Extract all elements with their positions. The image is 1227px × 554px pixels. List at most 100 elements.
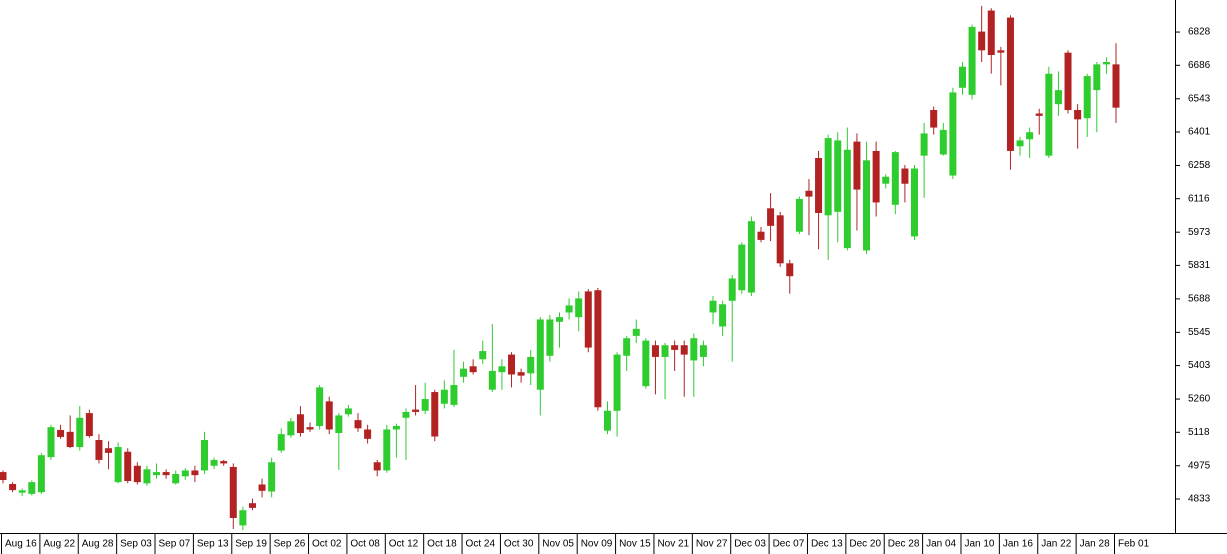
candle-body [517,372,525,376]
candle-body [1112,64,1120,108]
candle-body [1045,73,1053,156]
y-tick-label: 5260 [1188,394,1211,405]
y-tick-label: 5688 [1188,294,1211,305]
x-tick-label: Nov 27 [696,539,728,550]
x-tick-label: Aug 16 [5,539,37,550]
candle-body [661,345,669,357]
candle-body [1102,62,1110,65]
candle-body [863,160,871,251]
x-tick-label: Oct 02 [312,539,342,550]
candle-body [316,387,324,426]
candle-body [364,429,372,439]
candle-body [1035,113,1043,116]
x-tick-label: Dec 03 [734,539,766,550]
candle-body [556,317,563,322]
x-tick-label: Dec 20 [849,539,881,550]
candle-body [210,459,218,466]
y-tick-label: 5403 [1188,360,1211,371]
candle-body [911,168,919,237]
candle-body [632,328,640,336]
candle-body [728,278,736,301]
candle-body [872,150,880,203]
candle-body [690,338,698,361]
y-tick-label: 6686 [1188,60,1211,71]
candle-body [757,231,765,240]
candle-body [738,244,746,291]
candle-body [229,466,237,518]
x-tick-label: Dec 07 [773,539,805,550]
y-tick-label: 5973 [1188,227,1211,238]
x-tick-label: Jan 10 [964,539,994,550]
x-tick-label: Aug 28 [82,539,114,550]
candle-body [997,50,1005,53]
candle-body [239,510,247,526]
x-tick-label: Dec 13 [811,539,843,550]
candle-body [412,409,420,412]
candle-body [1093,64,1101,91]
candle-body [1006,17,1014,151]
y-tick-label: 6543 [1188,93,1211,104]
candle-body [277,434,285,451]
candle-body [440,389,448,404]
candle-body [901,168,909,184]
candle-body [680,345,688,355]
candle-body [824,138,832,216]
candle-body [344,408,352,415]
candle-body [1016,140,1024,147]
y-tick-label: 5545 [1188,327,1211,338]
candle-body [431,392,439,437]
x-tick-label: Dec 28 [888,539,920,550]
candle-body [143,469,151,484]
candle-body [565,305,573,313]
candle-body [853,141,861,190]
candle-body [9,484,17,491]
candle-body [575,298,583,318]
candle-body [536,319,544,390]
y-tick-label: 4833 [1188,494,1211,505]
x-tick-label: Aug 22 [43,539,75,550]
candle-body [95,440,103,460]
x-tick-label: Oct 08 [350,539,380,550]
candle-body [200,440,208,471]
candle-body [968,26,976,95]
candle-body [1074,110,1082,120]
candle-body [392,425,400,430]
candle-body [699,345,707,357]
x-tick-label: Sep 03 [120,539,152,550]
candle-body [373,462,381,471]
candle-body [920,133,928,156]
candle-body [479,351,487,360]
y-tick-label: 5118 [1188,427,1210,438]
x-tick-label: Nov 15 [619,539,651,550]
candle-body [469,366,477,373]
candle-body [987,10,995,56]
candle-body [776,215,784,264]
candle-body [508,354,516,375]
candle-body [124,451,132,481]
y-tick-label: 6401 [1188,127,1211,138]
candle-body [795,198,803,232]
candle-body [805,190,813,197]
candle-body [162,472,170,476]
candle-body [105,448,113,453]
x-tick-label: Oct 30 [504,539,534,550]
candle-body [719,304,727,327]
x-tick-label: Jan 22 [1041,539,1071,550]
candle-body [488,370,496,390]
candle-body [268,462,276,492]
candle-body [18,490,26,493]
x-tick-label: Oct 18 [427,539,457,550]
candle-body [421,399,429,411]
candle-body [546,319,554,356]
x-tick-label: Oct 12 [389,539,419,550]
candle-body [527,356,535,374]
candle-body [460,368,468,377]
candle-body [958,66,966,88]
candle-body [37,455,45,493]
candle-body [613,354,621,411]
x-tick-label: Sep 19 [235,539,267,550]
x-tick-label: Nov 21 [657,539,689,550]
candle-body [651,345,659,357]
y-tick-label: 6116 [1188,193,1210,204]
candle-body [642,340,650,387]
